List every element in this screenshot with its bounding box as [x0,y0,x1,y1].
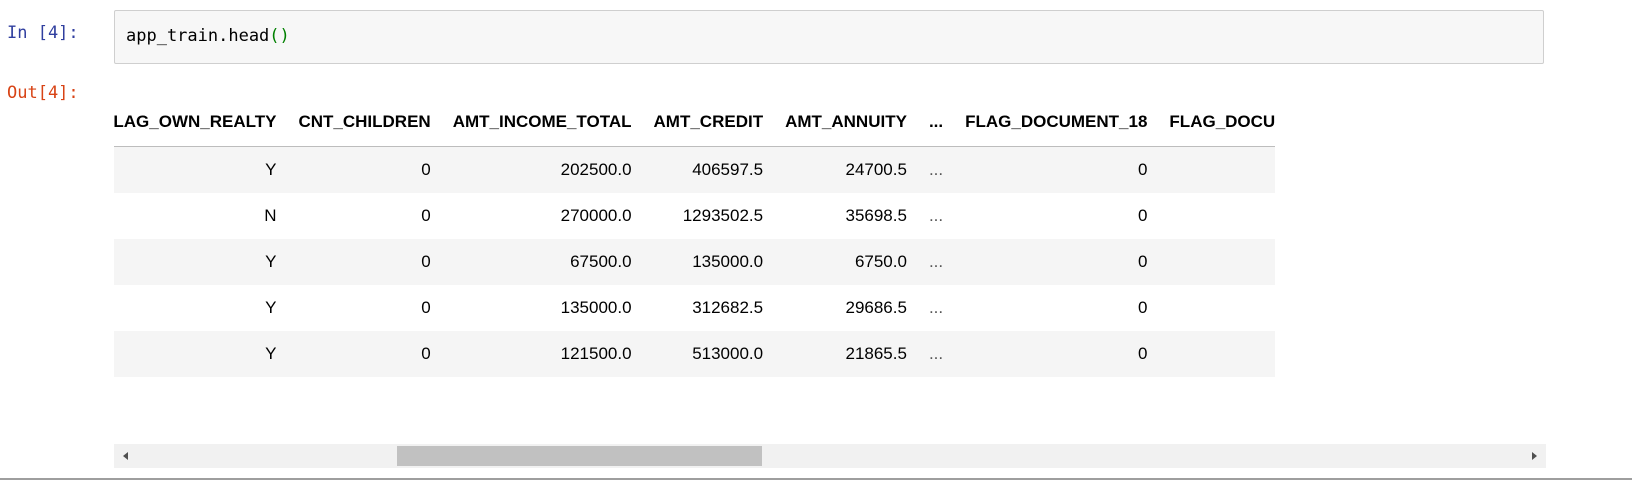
code-expression: app_train.head [126,26,270,46]
table-cell: 0 [276,239,431,285]
column-header: CNT_CHILDREN [276,98,431,147]
table-cell: 312682.5 [631,285,764,331]
column-header: AMT_CREDIT [631,98,764,147]
table-cell [1147,331,1276,377]
table-cell [1147,193,1276,239]
table-cell: 0 [276,331,431,377]
table-cell [1147,239,1276,285]
table-cell: Y [114,331,277,377]
table-row: Y 0 135000.0 312682.5 29686.5 ... 0 [114,285,1276,331]
code-line: app_train.head() [126,26,290,46]
table-cell: 406597.5 [631,146,764,193]
table-cell: 121500.0 [430,331,632,377]
table-cell: 0 [943,331,1148,377]
column-header: FLAG_OWN_REALTY [114,98,277,147]
column-header: FLAG_DOCUMENT_18 [943,98,1148,147]
table-cell: 67500.0 [430,239,632,285]
scroll-left-arrow-icon[interactable] [123,452,128,460]
column-header: AMT_ANNUITY [763,98,907,147]
table-cell-ellipsis: ... [906,193,944,239]
table-row: N 0 270000.0 1293502.5 35698.5 ... 0 [114,193,1276,239]
dataframe-output: FLAG_OWN_REALTY CNT_CHILDREN AMT_INCOME_… [114,98,1546,388]
table-cell-ellipsis: ... [906,146,944,193]
table-cell: 135000.0 [631,239,764,285]
table-cell: 0 [943,193,1148,239]
table-cell-ellipsis: ... [906,331,944,377]
column-header-ellipsis: ... [906,98,944,147]
output-prompt: Out[4]: [7,83,79,103]
table-cell: 270000.0 [430,193,632,239]
code-parens: () [269,26,290,46]
table-cell: 0 [943,239,1148,285]
scrollbar-thumb[interactable] [397,446,762,466]
table-cell: N [114,193,277,239]
table-cell-ellipsis: ... [906,285,944,331]
table-cell: 135000.0 [430,285,632,331]
horizontal-scrollbar[interactable] [114,444,1546,468]
table-cell-ellipsis: ... [906,239,944,285]
scroll-right-arrow-icon[interactable] [1532,452,1537,460]
table-cell [1147,285,1276,331]
column-header: FLAG_DOCU [1147,98,1276,147]
table-cell: 21865.5 [763,331,907,377]
table-cell [1147,146,1276,193]
code-input-area[interactable]: app_train.head() [114,10,1544,64]
table-cell: 0 [276,146,431,193]
dataframe-table: FLAG_OWN_REALTY CNT_CHILDREN AMT_INCOME_… [114,98,1276,377]
table-cell: Y [114,285,277,331]
table-cell: 0 [276,285,431,331]
header-row: FLAG_OWN_REALTY CNT_CHILDREN AMT_INCOME_… [114,98,1276,147]
table-row: Y 0 67500.0 135000.0 6750.0 ... 0 [114,239,1276,285]
table-cell: 29686.5 [763,285,907,331]
table-cell: 0 [276,193,431,239]
table-cell: Y [114,239,277,285]
table-cell: 0 [943,146,1148,193]
table-cell: 202500.0 [430,146,632,193]
table-row: Y 0 202500.0 406597.5 24700.5 ... 0 [114,146,1276,193]
cell-divider [0,478,1632,480]
table-cell: 1293502.5 [631,193,764,239]
table-cell: 0 [943,285,1148,331]
table-cell: 6750.0 [763,239,907,285]
column-header: AMT_INCOME_TOTAL [430,98,632,147]
table-cell: Y [114,146,277,193]
table-cell: 35698.5 [763,193,907,239]
table-cell: 513000.0 [631,331,764,377]
table-cell: 24700.5 [763,146,907,193]
input-prompt: In [4]: [7,23,79,43]
table-row: Y 0 121500.0 513000.0 21865.5 ... 0 [114,331,1276,377]
